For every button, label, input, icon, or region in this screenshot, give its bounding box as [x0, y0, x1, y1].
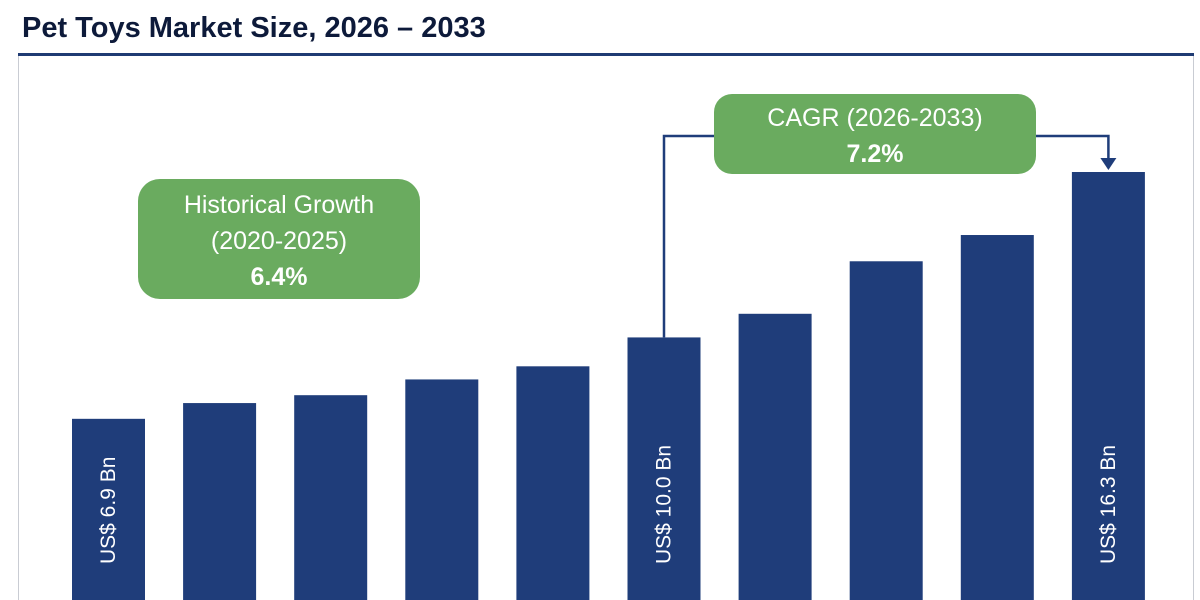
bar-data-label: US$ 6.9 Bn	[97, 457, 120, 564]
bar	[738, 313, 812, 600]
bar	[1071, 172, 1145, 600]
arrow-head-icon	[1100, 158, 1117, 170]
page-title: Pet Toys Market Size, 2026 – 2033	[22, 12, 486, 44]
bar	[183, 403, 257, 600]
bar	[405, 379, 479, 600]
bar	[627, 337, 701, 600]
bar	[72, 418, 145, 600]
title-rule	[18, 53, 1194, 56]
bar-data-label: US$ 16.3 Bn	[1097, 445, 1120, 564]
bar-data-label: US$ 10.0 Bn	[653, 445, 676, 564]
historical-growth-period: (2020-2025)	[211, 227, 347, 255]
bar	[294, 395, 368, 600]
bar	[849, 261, 923, 600]
historical-growth-value: 6.4%	[251, 263, 308, 291]
cagr-callout	[714, 94, 1036, 174]
bar	[516, 366, 590, 600]
bar	[960, 235, 1034, 600]
cagr-value: 7.2%	[847, 140, 904, 168]
chart-frame	[18, 56, 1194, 600]
cagr-title: CAGR (2026-2033)	[767, 104, 982, 132]
historical-growth-title: Historical Growth	[184, 191, 374, 219]
historical-growth-callout	[138, 179, 420, 299]
